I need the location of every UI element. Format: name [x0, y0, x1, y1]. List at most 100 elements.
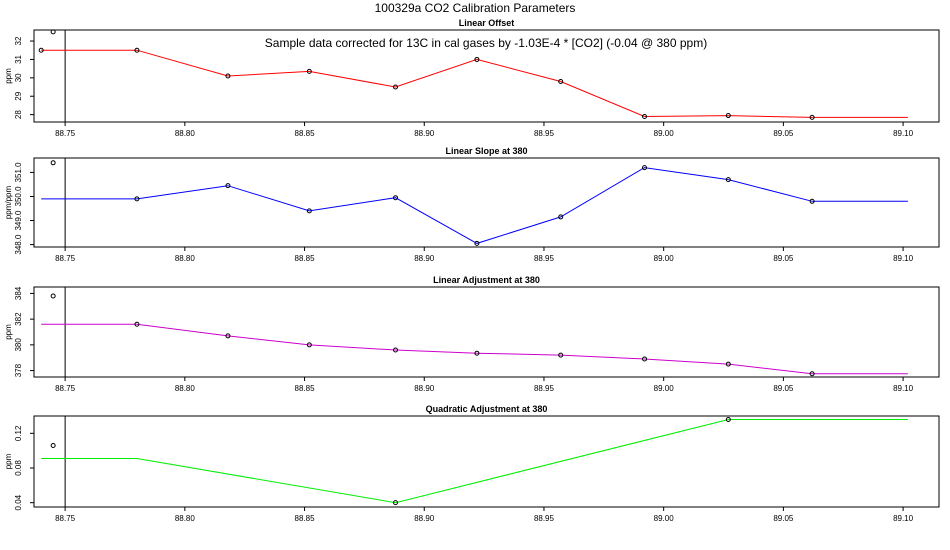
- reference-point: [50, 442, 56, 448]
- x-tick-label: 88.80: [175, 254, 196, 263]
- series-line: [41, 49, 908, 118]
- data-point: [393, 195, 399, 201]
- y-tick-label: 31: [14, 54, 23, 63]
- x-tick-label: 89.05: [773, 514, 794, 523]
- panel-title: Linear Adjustment at 380: [433, 275, 540, 285]
- x-tick-label: 88.75: [55, 129, 76, 138]
- data-point: [725, 361, 731, 367]
- plot-frame: [33, 286, 940, 378]
- x-tick-label: 88.75: [55, 254, 76, 263]
- x-tick-label: 88.90: [414, 254, 435, 263]
- data-point: [558, 352, 564, 358]
- data-point: [558, 79, 564, 85]
- x-tick-label: 88.80: [175, 129, 196, 138]
- data-point: [809, 114, 815, 120]
- data-point: [134, 47, 140, 53]
- y-tick-label: 30: [14, 73, 23, 82]
- data-point: [642, 165, 648, 171]
- data-point: [38, 47, 44, 53]
- plot-frame: [33, 29, 940, 123]
- x-tick-label: 88.85: [295, 254, 316, 263]
- panel-3: Linear Adjustment at 380 ppm 88.75 88.80 88.…: [4, 275, 940, 393]
- y-tick-label: 380: [14, 338, 23, 352]
- x-tick-label: 88.75: [55, 514, 76, 523]
- data-point: [306, 68, 312, 74]
- x-tick-label: 88.85: [295, 129, 316, 138]
- panel-title: Linear Slope at 380: [445, 146, 527, 156]
- data-point: [642, 356, 648, 362]
- y-tick-label: 378: [14, 363, 23, 377]
- x-tick-label: 88.80: [175, 514, 196, 523]
- panel-1: Linear Offset ppm 88.75 88.80 88.85 88.90 88.9…: [4, 18, 940, 138]
- y-tick-label: 32: [14, 36, 23, 45]
- data-point: [306, 342, 312, 348]
- data-point: [393, 84, 399, 90]
- reference-point: [50, 293, 56, 299]
- x-tick-label: 88.95: [534, 129, 555, 138]
- plot-frame: [33, 157, 940, 248]
- x-tick-label: 88.80: [175, 384, 196, 393]
- y-tick-label: 351.0: [14, 162, 23, 183]
- y-tick-label: 348.0: [14, 234, 23, 255]
- y-tick-label: 28: [14, 110, 23, 119]
- x-tick-label: 89.10: [893, 129, 914, 138]
- data-point: [725, 113, 731, 119]
- x-tick-label: 89.10: [893, 254, 914, 263]
- x-tick-label: 88.95: [534, 384, 555, 393]
- reference-point: [50, 160, 56, 166]
- x-tick-label: 88.95: [534, 514, 555, 523]
- x-tick-label: 89.05: [773, 129, 794, 138]
- data-point: [725, 416, 731, 422]
- x-tick-label: 89.00: [654, 254, 675, 263]
- series-line: [41, 419, 908, 504]
- panel-2: Linear Slope at 380 ppm/ppm 88.75 88.80 88.8…: [4, 146, 940, 263]
- y-tick-label: 384: [14, 286, 23, 300]
- data-point: [393, 347, 399, 353]
- data-point: [134, 196, 140, 202]
- y-axis-label: ppm: [4, 324, 13, 340]
- data-point: [225, 333, 231, 339]
- series-line: [41, 167, 908, 244]
- data-point: [642, 113, 648, 119]
- data-point: [225, 73, 231, 79]
- data-point: [225, 183, 231, 189]
- x-tick-label: 88.75: [55, 384, 76, 393]
- y-tick-label: 350.0: [14, 186, 23, 207]
- data-point: [474, 350, 480, 356]
- data-point: [134, 321, 140, 327]
- data-point: [809, 198, 815, 204]
- x-tick-label: 89.05: [773, 384, 794, 393]
- chart-panels: Linear Offset ppm 88.75 88.80 88.85 88.90 88.9…: [4, 18, 940, 523]
- x-tick-label: 89.00: [654, 384, 675, 393]
- y-tick-label: 29: [14, 91, 23, 100]
- x-tick-label: 89.00: [654, 514, 675, 523]
- x-tick-label: 89.10: [893, 514, 914, 523]
- y-axis-label: ppm/ppm: [4, 185, 13, 219]
- correction-note: Sample data corrected for 13C in cal gas…: [265, 36, 707, 50]
- reference-point: [50, 29, 56, 35]
- data-point: [474, 56, 480, 62]
- x-tick-label: 89.10: [893, 384, 914, 393]
- y-tick-label: 382: [14, 312, 23, 326]
- data-point: [393, 500, 399, 506]
- x-tick-label: 88.90: [414, 384, 435, 393]
- panel-title: Quadratic Adjustment at 380: [426, 404, 548, 414]
- data-point: [474, 240, 480, 246]
- x-tick-label: 88.85: [295, 514, 316, 523]
- x-tick-label: 89.00: [654, 129, 675, 138]
- y-tick-label: 0.12: [14, 425, 23, 441]
- y-axis-label: ppm: [4, 453, 13, 469]
- y-tick-label: 349.0: [14, 210, 23, 231]
- y-tick-label: 0.04: [14, 494, 23, 510]
- x-tick-label: 88.85: [295, 384, 316, 393]
- y-tick-label: 0.08: [14, 460, 23, 476]
- series-line: [41, 323, 908, 375]
- plot-frame: [33, 415, 940, 508]
- figure-title: 100329a CO2 Calibration Parameters: [375, 1, 576, 15]
- x-tick-label: 88.90: [414, 129, 435, 138]
- data-point: [809, 371, 815, 377]
- x-tick-label: 88.95: [534, 254, 555, 263]
- data-point: [725, 177, 731, 183]
- y-axis-label: ppm: [4, 68, 13, 84]
